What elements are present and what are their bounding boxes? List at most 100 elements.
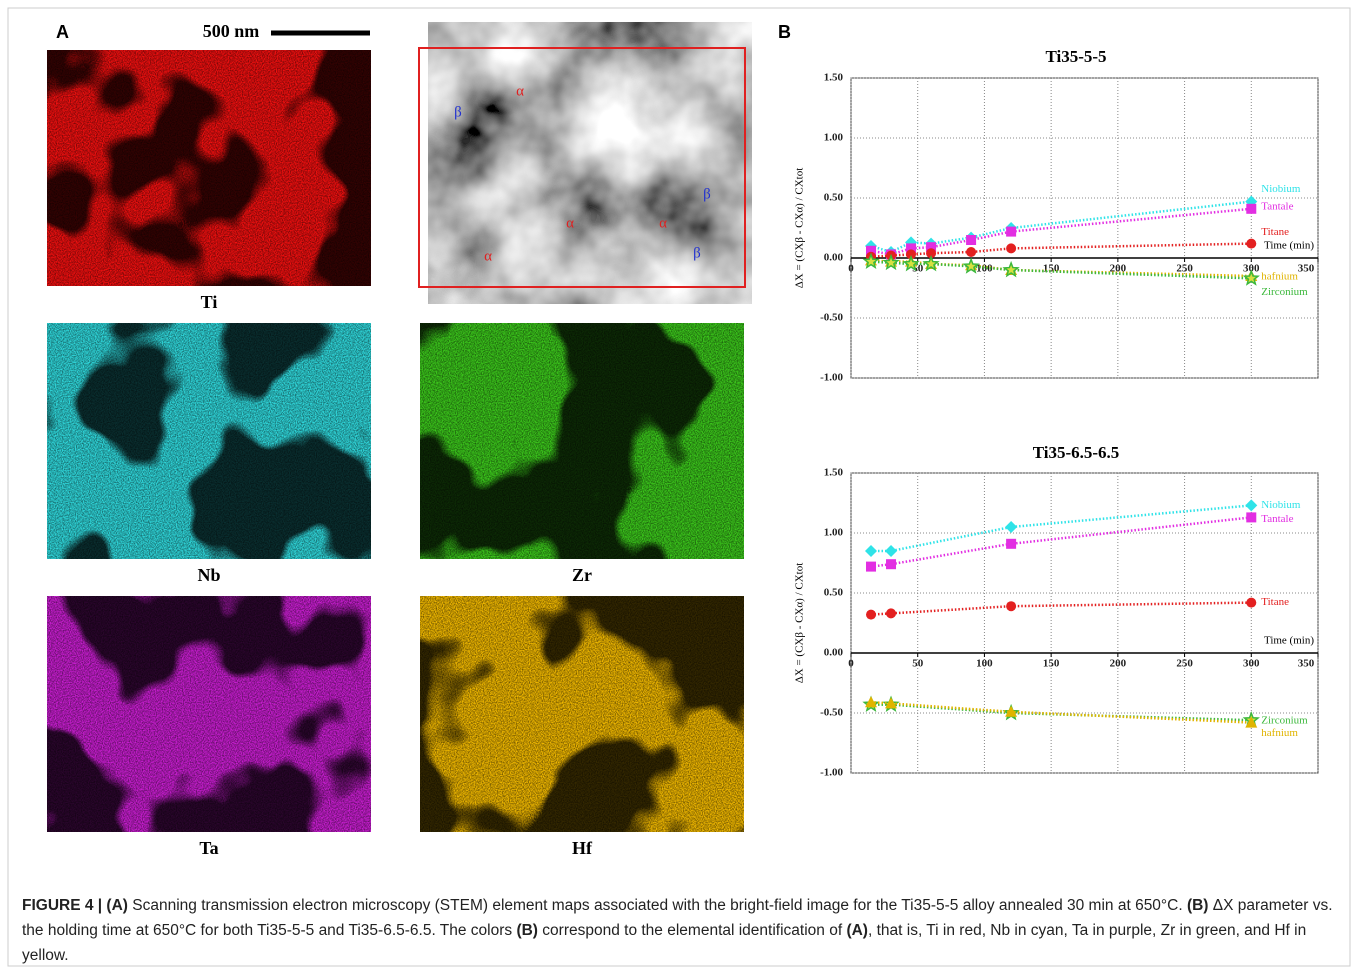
marker — [865, 545, 878, 557]
bright-field-image — [428, 22, 752, 304]
x-tick-label: 300 — [1243, 263, 1260, 275]
marker — [866, 609, 877, 620]
x-tick-label: 350 — [1298, 263, 1315, 275]
marker — [1242, 269, 1260, 286]
phase-label: β — [454, 104, 462, 120]
charts: Ti35-5-5 -1.00 -0.50 0.00 0.50 1.00 1.50 0 50 100… — [794, 47, 1319, 779]
marker — [1006, 243, 1017, 254]
marker — [922, 254, 940, 272]
caption-text: Scanning transmission electron microscop… — [127, 897, 1187, 914]
marker — [866, 561, 877, 572]
x-tick-label: 200 — [1110, 263, 1127, 275]
x-tick-label: 50 — [912, 658, 924, 670]
series-label: Titane — [1261, 226, 1289, 238]
map-label: Ti — [201, 292, 218, 312]
caption: FIGURE 4 | (A) Scanning transmission ele… — [22, 893, 1342, 968]
x-axis-label: Time (min) — [1264, 635, 1314, 647]
series-label: hafnium — [1261, 271, 1298, 283]
marker — [1246, 203, 1257, 214]
panel-label: B — [778, 22, 791, 42]
region-box — [418, 47, 746, 288]
plot-area — [850, 77, 1319, 379]
figure-frame — [7, 7, 1351, 967]
caption-label: (A) — [846, 922, 868, 939]
phase-label: α — [659, 215, 667, 231]
caption-label: (B) — [1186, 897, 1209, 914]
map-grain — [47, 323, 371, 559]
marker — [962, 257, 980, 274]
marker — [1245, 499, 1258, 512]
series-label: Tantale — [1261, 513, 1293, 525]
marker — [885, 697, 898, 709]
marker — [862, 252, 880, 269]
marker — [886, 608, 897, 619]
y-tick-label: -1.00 — [820, 767, 843, 779]
x-tick-label: 0 — [848, 658, 854, 670]
marker — [1246, 597, 1257, 608]
series-label: Niobium — [1261, 183, 1301, 195]
marker — [882, 253, 900, 271]
x-tick-label: 350 — [1298, 658, 1315, 670]
marker — [906, 243, 917, 254]
marker — [865, 696, 878, 708]
series-label: Tantale — [1261, 200, 1293, 212]
marker — [1246, 238, 1257, 249]
element-maps: Ti Nb Zr Ta Hf α α α α β β β — [47, 50, 744, 858]
phase-label: β — [693, 245, 701, 261]
y-tick-label: 1.50 — [824, 467, 844, 479]
marker — [966, 247, 977, 257]
marker — [1006, 226, 1017, 237]
map-grain — [420, 596, 744, 832]
y-tick-label: 0.00 — [824, 647, 844, 659]
series-label: Titane — [1261, 596, 1289, 608]
marker — [866, 245, 877, 256]
map-grain — [47, 596, 371, 832]
marker — [1246, 512, 1257, 523]
caption-label: (B) — [516, 922, 538, 939]
x-tick-label: 100 — [976, 658, 993, 670]
marker — [1006, 538, 1017, 549]
x-tick-label: 250 — [1176, 263, 1193, 275]
marker — [885, 545, 898, 557]
marker — [926, 242, 937, 253]
series-label: hafnium — [1261, 727, 1298, 739]
y-tick-label: -0.50 — [820, 312, 843, 324]
x-tick-label: 0 — [848, 263, 854, 275]
caption-label: FIGURE 4 | (A) — [22, 897, 128, 914]
map-grain — [47, 50, 371, 286]
map-label: Nb — [197, 565, 220, 585]
y-axis-label: ΔX = (CXβ - CXα) / CXtot — [794, 168, 806, 289]
series-label: Niobium — [1261, 499, 1301, 511]
x-tick-label: 150 — [1043, 658, 1060, 670]
series-line — [870, 700, 1252, 724]
phase-label: α — [484, 248, 492, 264]
caption-text: , that is, Ti in red, Nb in cyan, Ta in … — [22, 922, 1307, 964]
series-line — [871, 504, 1252, 553]
marker — [906, 249, 917, 260]
y-tick-label: 0.00 — [824, 252, 844, 264]
x-tick-label: 50 — [912, 263, 924, 275]
y-tick-label: -0.50 — [820, 707, 843, 719]
series-label: Zirconium — [1261, 715, 1308, 727]
y-axis-label: ΔX = (CXβ - CXα) / CXtot — [794, 563, 806, 684]
marker — [1002, 260, 1020, 278]
map-label: Ta — [199, 838, 218, 858]
phase-label: β — [703, 186, 711, 202]
series-line — [870, 601, 1252, 616]
y-tick-label: 1.50 — [824, 72, 844, 84]
phase-label: α — [566, 215, 574, 231]
marker — [966, 235, 977, 245]
y-tick-label: 1.00 — [824, 132, 844, 144]
caption-text: correspond to the elemental identificati… — [537, 922, 847, 939]
marker — [1005, 705, 1018, 717]
panel-label: A — [56, 22, 69, 42]
y-tick-label: 1.00 — [824, 527, 844, 539]
phase-label: α — [516, 83, 524, 99]
y-tick-label: -1.00 — [820, 372, 843, 384]
map-label: Hf — [572, 838, 593, 858]
marker — [886, 559, 897, 570]
scale-bar-label: 500 nm — [203, 21, 260, 41]
x-tick-label: 250 — [1176, 658, 1193, 670]
